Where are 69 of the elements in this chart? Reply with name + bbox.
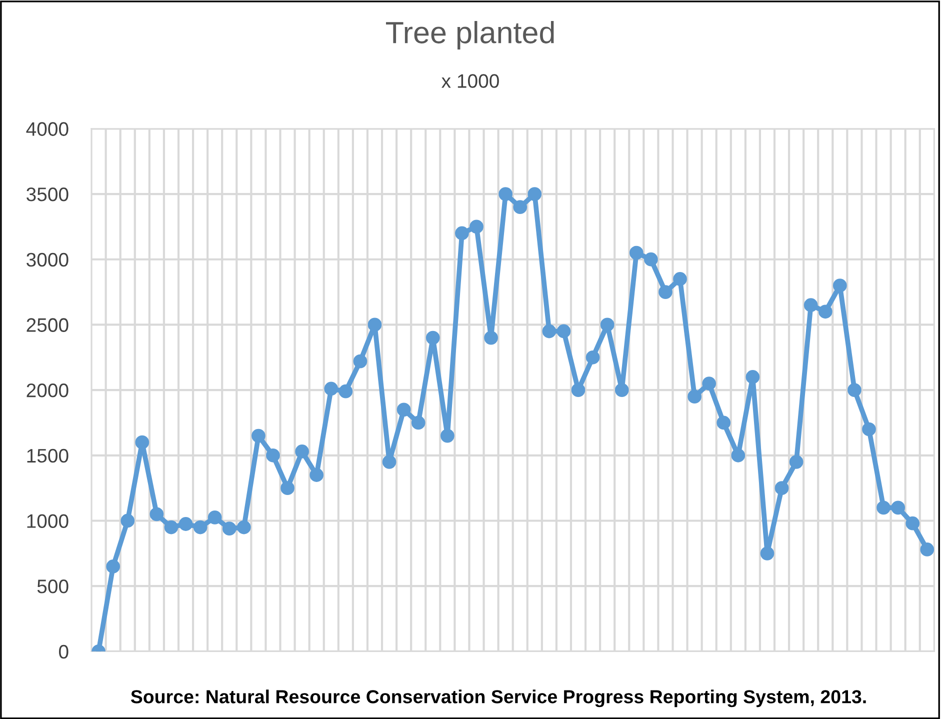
- y-tick-label: 1000: [27, 514, 68, 528]
- point: [556, 324, 571, 338]
- point: [222, 522, 236, 536]
- point: [236, 520, 251, 534]
- y-tick-label: 0: [59, 644, 68, 659]
- point: [310, 468, 324, 482]
- point: [760, 546, 774, 560]
- point: [470, 220, 484, 234]
- point: [368, 318, 382, 332]
- point: [600, 318, 614, 332]
- y-tick-label: 2000: [26, 384, 68, 398]
- point: [644, 252, 658, 266]
- point: [702, 376, 716, 390]
- point: [266, 448, 280, 462]
- point: [876, 500, 890, 515]
- point: [920, 542, 934, 556]
- point: [862, 422, 876, 436]
- point: [586, 350, 600, 364]
- point: [164, 520, 178, 534]
- point: [891, 500, 906, 515]
- chart-subtitle: x 1000: [442, 74, 499, 88]
- point: [746, 370, 760, 384]
- point: [716, 416, 731, 430]
- point: [848, 383, 862, 397]
- point: [178, 517, 193, 531]
- point: [804, 298, 818, 312]
- point: [106, 560, 120, 574]
- point: [906, 516, 920, 530]
- point: [120, 514, 135, 528]
- point: [324, 382, 338, 396]
- y-tick-label: 2500: [26, 318, 68, 332]
- point: [498, 187, 513, 201]
- point: [731, 448, 746, 462]
- chart-title: Tree planted: [386, 20, 554, 50]
- y-tick-label: 500: [37, 580, 68, 594]
- source-note: Source: Natural Resource Conservation Service Progress Reporting System, 2013.: [130, 690, 866, 708]
- point: [252, 428, 266, 443]
- point: [295, 444, 310, 458]
- point: [208, 510, 222, 524]
- point: [688, 390, 702, 404]
- point: [571, 383, 586, 397]
- point: [280, 481, 294, 496]
- point: [353, 354, 368, 368]
- point: [484, 330, 498, 345]
- y-tick-label: 1500: [27, 448, 68, 463]
- point: [789, 454, 804, 469]
- point: [193, 520, 208, 534]
- point: [542, 324, 556, 338]
- point: [629, 246, 644, 260]
- y-tick-label: 3000: [26, 252, 68, 267]
- point: [440, 428, 454, 443]
- point: [614, 383, 629, 397]
- point: [832, 278, 847, 292]
- point: [396, 402, 411, 417]
- point: [774, 481, 789, 496]
- point: [135, 435, 150, 450]
- point: [411, 416, 426, 430]
- point: [455, 226, 469, 240]
- point: [382, 454, 396, 469]
- point: [150, 507, 164, 522]
- point: [658, 285, 672, 299]
- point: [338, 384, 353, 398]
- point: [513, 200, 528, 214]
- point: [818, 304, 832, 319]
- y-tick-label: 4000: [26, 122, 68, 136]
- y-tick-label: 3500: [26, 188, 68, 202]
- point: [528, 187, 542, 201]
- point: [426, 330, 440, 345]
- point: [673, 272, 687, 286]
